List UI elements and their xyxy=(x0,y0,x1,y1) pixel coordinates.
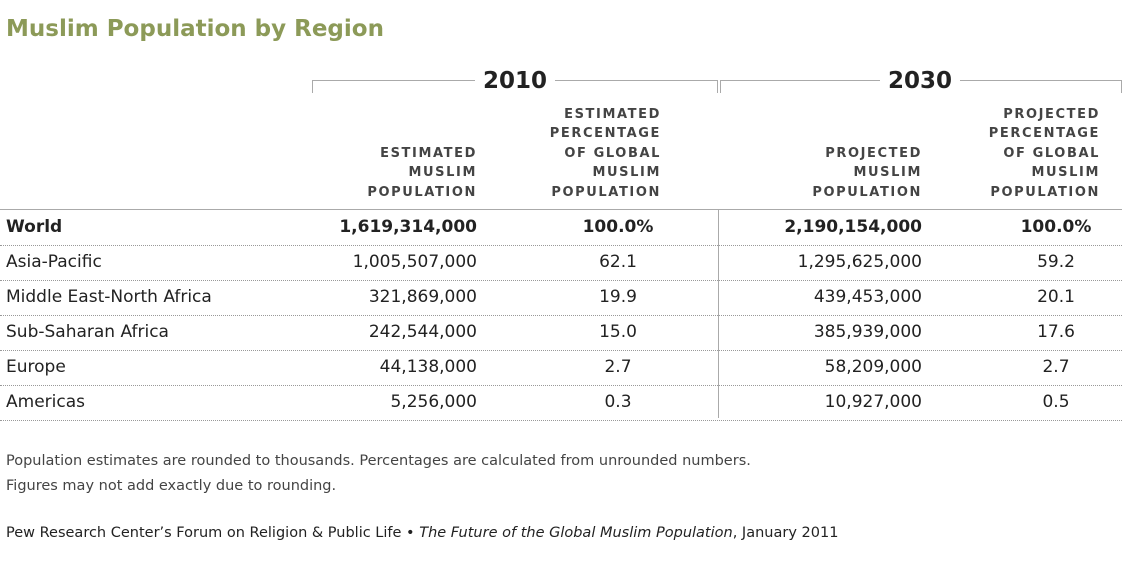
cell: 59.2 xyxy=(1037,252,1075,272)
cell: 58,209,000 xyxy=(824,357,922,377)
cell: 321,869,000 xyxy=(368,287,477,307)
row-label: Asia-Pacific xyxy=(6,252,102,272)
row-separator xyxy=(0,385,1122,386)
cell: 0.3 xyxy=(604,392,632,412)
column-header: PROJECTED PERCENTAGE OF GLOBAL MUSLIM PO… xyxy=(988,106,1100,200)
cell: 2.7 xyxy=(604,357,632,377)
cell: 439,453,000 xyxy=(813,287,922,307)
cell: 5,256,000 xyxy=(390,392,477,412)
cell: 1,295,625,000 xyxy=(797,252,922,272)
source: Pew Research Center’s Forum on Religion … xyxy=(6,525,838,541)
column-header: ESTIMATED PERCENTAGE OF GLOBAL MUSLIM PO… xyxy=(549,106,661,200)
row-label: Sub-Saharan Africa xyxy=(6,322,169,342)
cell: 385,939,000 xyxy=(813,322,922,342)
row-label: Europe xyxy=(6,357,66,377)
cell: 100.0% xyxy=(582,217,654,237)
row-separator xyxy=(0,315,1122,316)
cell: 10,927,000 xyxy=(824,392,922,412)
column-header: PROJECTED MUSLIM POPULATION xyxy=(812,145,922,200)
source-date: , January 2011 xyxy=(732,525,839,541)
cell: 1,619,314,000 xyxy=(339,217,477,237)
cell: 19.9 xyxy=(599,287,637,307)
title: Muslim Population by Region xyxy=(6,16,384,42)
row-separator xyxy=(0,420,1122,421)
cell: 44,138,000 xyxy=(379,357,477,377)
row-separator xyxy=(0,245,1122,246)
cell: 15.0 xyxy=(599,322,637,342)
column-header: ESTIMATED MUSLIM POPULATION xyxy=(367,145,477,200)
row-label: Middle East-North Africa xyxy=(6,287,212,307)
note: Population estimates are rounded to thou… xyxy=(6,453,751,469)
cell: 1,005,507,000 xyxy=(352,252,477,272)
cell: 20.1 xyxy=(1037,287,1075,307)
cell: 2.7 xyxy=(1042,357,1070,377)
group-divider xyxy=(718,210,719,418)
cell: 17.6 xyxy=(1037,322,1075,342)
row-label: Americas xyxy=(6,392,85,412)
cell: 2,190,154,000 xyxy=(784,217,922,237)
row-label: World xyxy=(6,217,63,237)
row-separator xyxy=(0,280,1122,281)
cell: 242,544,000 xyxy=(368,322,477,342)
header-rule xyxy=(0,209,1122,210)
group-header: 2030 xyxy=(879,68,961,94)
note: Figures may not add exactly due to round… xyxy=(6,478,337,494)
cell: 0.5 xyxy=(1042,392,1070,412)
source-org: Pew Research Center’s Forum on Religion … xyxy=(6,525,415,541)
source-report: The Future of the Global Muslim Populati… xyxy=(419,525,733,541)
cell: 100.0% xyxy=(1020,217,1092,237)
cell: 62.1 xyxy=(599,252,637,272)
group-header: 2010 xyxy=(474,68,556,94)
row-separator xyxy=(0,350,1122,351)
